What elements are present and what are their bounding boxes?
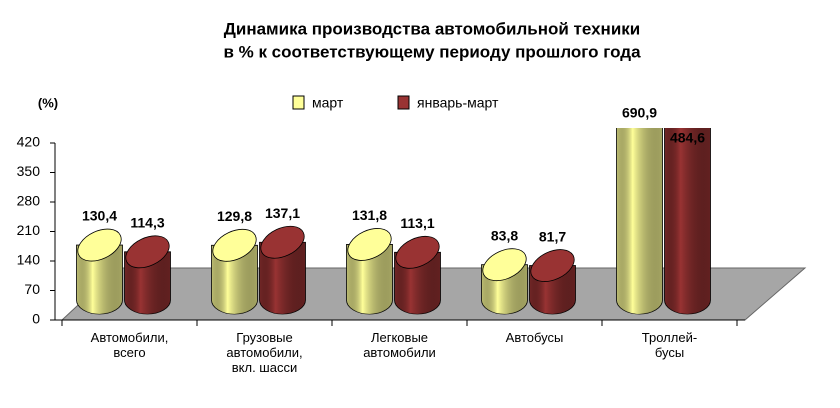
bar-shade [211, 245, 258, 314]
y-tick-label: 420 [17, 134, 41, 150]
bar-shade [664, 128, 711, 314]
legend-swatch [292, 95, 305, 110]
value-label: 114,3 [130, 215, 164, 231]
value-label: 129,8 [217, 208, 252, 224]
y-tick-label: 70 [24, 281, 40, 297]
bar-top [482, 248, 527, 282]
y-tick-label: 280 [17, 193, 41, 209]
chart-title: Динамика производства автомобильной техн… [224, 19, 640, 38]
value-label: 130,4 [82, 208, 117, 224]
legend-label: март [312, 95, 344, 111]
x-tick-label: Автомобили, всего [90, 330, 169, 360]
bar-top [212, 228, 257, 262]
value-label: 81,7 [539, 228, 566, 244]
bar-top [530, 249, 575, 282]
bar-top [125, 235, 170, 269]
y-axis-label: (%) [38, 95, 58, 110]
x-tick-label: Троллей- бусы [641, 330, 698, 360]
bar-shade [259, 242, 306, 314]
bar-top [77, 228, 122, 262]
value-label: 113,1 [400, 215, 434, 231]
bar-shade [346, 244, 393, 314]
bar-top [347, 228, 392, 261]
chart-subtitle: в % к соответствующему периоду прошлого … [223, 42, 641, 61]
value-label: 83,8 [491, 227, 518, 243]
y-tick-label: 140 [17, 252, 41, 268]
x-tick-label: Автобусы [505, 330, 564, 345]
bar-shade [616, 128, 663, 314]
y-tick-label: 350 [17, 163, 41, 179]
bar-top [395, 235, 440, 269]
y-tick-label: 0 [32, 311, 40, 327]
legend-swatch [397, 95, 410, 110]
x-tick-label: Грузовые автомобили, вкл. шасси [226, 330, 303, 375]
legend-label: январь-март [417, 95, 499, 111]
value-label: 484,6 [670, 130, 705, 146]
y-tick-label: 210 [17, 222, 41, 238]
value-label: 690,9 [622, 105, 657, 121]
bar-top [260, 225, 305, 259]
bars [76, 73, 715, 315]
x-tick-label: Легковые автомобили [363, 330, 436, 360]
bar-shade [76, 245, 123, 314]
value-label: 137,1 [265, 205, 300, 221]
bar-top [661, 73, 715, 118]
value-label: 131,8 [352, 207, 387, 223]
